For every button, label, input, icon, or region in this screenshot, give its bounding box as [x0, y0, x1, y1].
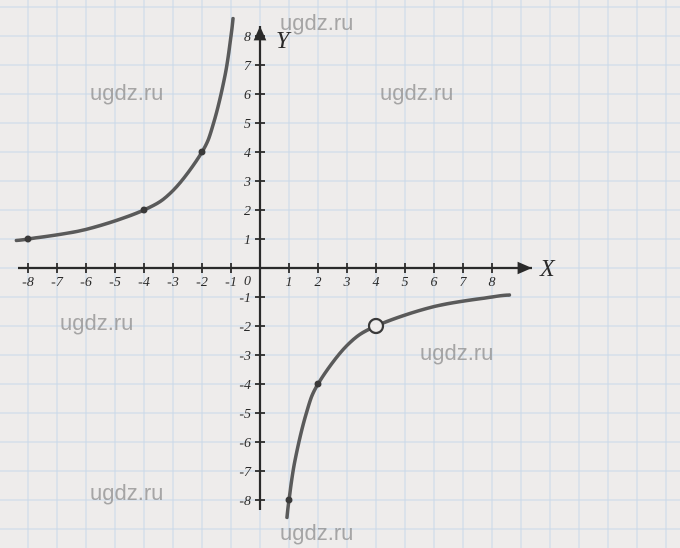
y-tick-label: 2 [244, 204, 251, 219]
x-tick-label: 3 [343, 275, 351, 290]
y-tick-label: -8 [239, 494, 251, 509]
y-tick-label: 6 [244, 88, 251, 103]
sample-dot [286, 497, 293, 504]
origin-label: 0 [244, 274, 251, 289]
sample-dot [25, 236, 32, 243]
y-tick-label: -2 [239, 320, 251, 335]
x-tick-label: 8 [489, 275, 496, 290]
x-tick-label: 4 [373, 275, 380, 290]
paper-bg [0, 0, 680, 548]
x-tick-label: -2 [196, 275, 208, 290]
y-tick-label: 1 [244, 233, 251, 248]
y-tick-label: -4 [239, 378, 251, 393]
x-tick-label: -3 [167, 275, 179, 290]
y-tick-label: 4 [244, 146, 251, 161]
graph-svg: YX-8-7-6-5-4-3-2-112345678-8-7-6-5-4-3-2… [0, 0, 680, 548]
y-tick-label: 3 [243, 175, 251, 190]
sample-dot [315, 381, 322, 388]
x-tick-label: -6 [80, 275, 92, 290]
x-tick-label: -1 [225, 275, 237, 290]
x-tick-label: 6 [431, 275, 438, 290]
sample-dot [141, 207, 148, 214]
y-tick-label: -5 [239, 407, 251, 422]
graph-stage: YX-8-7-6-5-4-3-2-112345678-8-7-6-5-4-3-2… [0, 0, 680, 548]
y-tick-label: 5 [244, 117, 251, 132]
x-tick-label: -4 [138, 275, 150, 290]
sample-dot [199, 149, 206, 156]
y-tick-label: -3 [239, 349, 251, 364]
x-tick-label: 2 [315, 275, 322, 290]
y-tick-label: -1 [239, 291, 251, 306]
x-tick-label: -5 [109, 275, 121, 290]
x-tick-label: -8 [22, 275, 34, 290]
y-tick-label: 8 [244, 30, 251, 45]
x-tick-label: -7 [51, 275, 64, 290]
y-tick-label: -7 [239, 465, 252, 480]
x-axis-label: X [539, 256, 556, 282]
x-tick-label: 1 [286, 275, 293, 290]
x-tick-label: 7 [460, 275, 468, 290]
y-tick-label: -6 [239, 436, 251, 451]
y-tick-label: 7 [244, 59, 252, 74]
open-point [369, 319, 383, 333]
x-tick-label: 5 [402, 275, 409, 290]
